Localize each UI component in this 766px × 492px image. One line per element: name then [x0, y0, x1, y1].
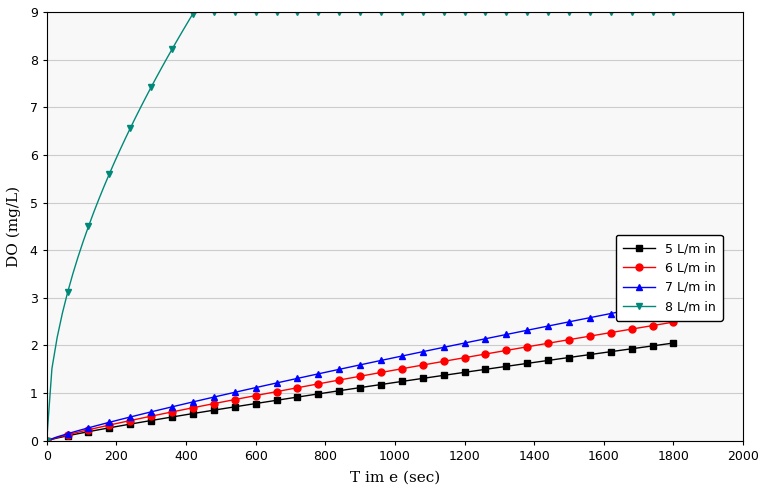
6 L/m in	[42, 438, 51, 444]
Legend: 5 L/m in, 6 L/m in, 7 L/m in, 8 L/m in: 5 L/m in, 6 L/m in, 7 L/m in, 8 L/m in	[616, 235, 723, 321]
7 L/m in	[261, 382, 270, 388]
8 L/m in	[632, 9, 641, 15]
5 L/m in	[261, 399, 270, 405]
8 L/m in	[669, 9, 678, 15]
8 L/m in	[42, 438, 51, 444]
6 L/m in	[168, 409, 177, 415]
6 L/m in	[669, 319, 678, 325]
Line: 5 L/m in: 5 L/m in	[43, 339, 677, 444]
7 L/m in	[188, 399, 198, 405]
7 L/m in	[418, 349, 427, 355]
5 L/m in	[168, 414, 177, 420]
8 L/m in	[105, 171, 114, 177]
Line: 7 L/m in: 7 L/m in	[43, 298, 677, 444]
7 L/m in	[585, 315, 594, 321]
6 L/m in	[376, 369, 385, 375]
5 L/m in	[669, 340, 678, 346]
7 L/m in	[42, 438, 51, 444]
5 L/m in	[188, 411, 198, 417]
6 L/m in	[188, 405, 198, 411]
6 L/m in	[585, 333, 594, 339]
X-axis label: T im e (sec): T im e (sec)	[350, 471, 440, 485]
8 L/m in	[439, 9, 448, 15]
5 L/m in	[585, 352, 594, 358]
Line: 8 L/m in: 8 L/m in	[43, 8, 677, 444]
7 L/m in	[168, 404, 177, 410]
6 L/m in	[261, 391, 270, 397]
5 L/m in	[418, 375, 427, 381]
6 L/m in	[418, 362, 427, 368]
7 L/m in	[669, 298, 678, 304]
8 L/m in	[314, 9, 323, 15]
5 L/m in	[42, 438, 51, 444]
Y-axis label: DO (mg/L): DO (mg/L)	[7, 186, 21, 267]
Line: 6 L/m in: 6 L/m in	[43, 319, 677, 444]
8 L/m in	[188, 11, 198, 17]
8 L/m in	[470, 9, 480, 15]
8 L/m in	[194, 9, 203, 15]
5 L/m in	[376, 382, 385, 388]
7 L/m in	[376, 358, 385, 364]
